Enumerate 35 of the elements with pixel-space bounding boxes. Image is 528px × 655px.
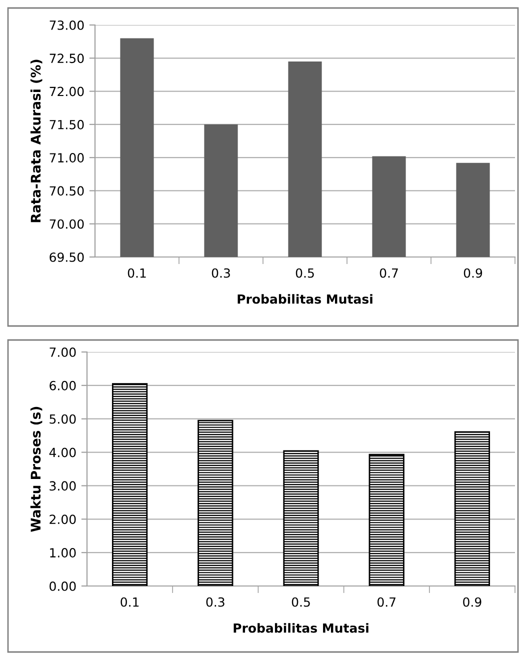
bar xyxy=(283,450,319,586)
x-tick-label: 0.3 xyxy=(206,597,224,607)
y-tick-label: 3.00 xyxy=(50,481,76,491)
bar xyxy=(454,431,490,586)
y-tick-label: 4.00 xyxy=(49,448,76,458)
x-axis-title: Probabilitas Mutasi xyxy=(238,294,372,304)
y-tick-label: 2.00 xyxy=(50,514,76,524)
x-tick-label: 0.7 xyxy=(380,268,398,278)
bar xyxy=(368,454,404,586)
x-tick-label: 0.9 xyxy=(463,597,482,607)
y-tick-label: 72.00 xyxy=(50,86,84,96)
y-tick-label: 1.00 xyxy=(50,548,76,558)
x-tick-label: 0.3 xyxy=(212,268,230,278)
x-tick-label: 0.5 xyxy=(296,268,314,278)
y-axis-title: Waktu Proses (s) xyxy=(30,406,42,532)
x-tick-label: 0.9 xyxy=(464,268,482,278)
y-tick-label: 6.00 xyxy=(50,380,76,390)
y-tick-label: 70.00 xyxy=(50,219,84,229)
x-tick-label: 0.7 xyxy=(377,597,396,607)
y-tick-label: 73.00 xyxy=(50,20,84,30)
y-tick-label: 71.50 xyxy=(50,120,84,130)
x-tick-label: 0.1 xyxy=(120,597,139,607)
x-tick-label: 0.1 xyxy=(128,268,146,278)
x-tick-label: 0.5 xyxy=(292,597,310,607)
y-tick-label: 71.00 xyxy=(50,153,84,162)
y-tick-label: 0.00 xyxy=(50,581,76,591)
y-tick-label: 72.50 xyxy=(50,54,84,64)
y-tick-label: 7.00 xyxy=(50,347,76,357)
bar xyxy=(198,420,234,586)
y-tick-label: 69.50 xyxy=(50,252,84,262)
y-tick-label: 5.00 xyxy=(50,414,76,424)
y-tick-label: 70.50 xyxy=(50,186,84,196)
y-axis-title: Rata-Rata Akurasi (%) xyxy=(30,60,42,222)
bar xyxy=(112,383,148,586)
x-axis-title: Probabilitas Mutasi xyxy=(234,623,368,633)
